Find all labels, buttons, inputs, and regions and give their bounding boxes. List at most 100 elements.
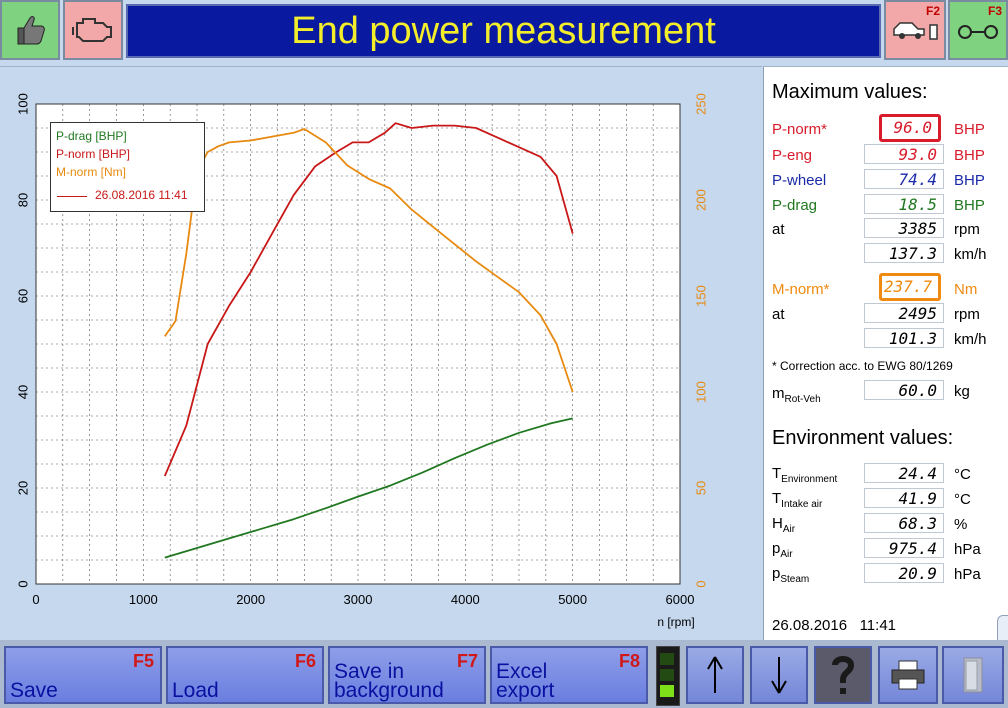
unit-h-air: %	[954, 516, 968, 533]
exit-button[interactable]	[942, 646, 1004, 704]
door-icon	[963, 657, 983, 693]
unit-p-eng: BHP	[954, 147, 985, 164]
label-h-air-main: H	[772, 515, 783, 532]
value-m-norm: 237.7	[879, 273, 941, 301]
y-right-tick-label: 250	[693, 93, 708, 115]
label-h-air-sub: Air	[782, 524, 796, 535]
env-values-title: Environment values:	[772, 427, 954, 449]
help-button[interactable]	[814, 646, 872, 704]
label-t-intake-sub: Intake air	[781, 499, 823, 510]
load-button-key: F6	[294, 651, 316, 671]
excel-export-key: F8	[618, 651, 640, 671]
y-left-tick-label: 80	[15, 193, 30, 207]
x-tick-label: 2000	[236, 592, 265, 607]
thumbs-up-button[interactable]	[0, 0, 60, 60]
roller-icon	[958, 25, 998, 39]
x-tick-label: 6000	[666, 592, 695, 607]
y-left-tick-label: 20	[15, 481, 30, 495]
label-p-norm: P-norm*	[772, 121, 828, 138]
label-t-environment-main: T	[772, 465, 782, 482]
value-p-drag: 18.5	[864, 194, 944, 214]
x-tick-label: 4000	[451, 592, 480, 607]
unit-rpm-torque: rpm	[954, 306, 980, 323]
unit-kmh-torque: km/h	[954, 331, 987, 348]
engine-button[interactable]	[63, 0, 123, 60]
legend-entry-p-drag: P-drag [BHP]	[56, 129, 127, 143]
label-h-air: HAir	[772, 515, 795, 535]
y-left-tick-label: 0	[15, 580, 30, 587]
series-line-m-norm-nm	[164, 128, 574, 393]
value-max-power-speed: 137.3	[864, 243, 944, 263]
printer-icon	[891, 660, 925, 690]
excel-export-label: Excel export	[496, 660, 555, 702]
unit-p-norm: BHP	[954, 121, 985, 138]
value-max-power-rpm: 3385	[864, 218, 944, 238]
value-p-eng: 93.0	[864, 144, 944, 164]
save-button-key: F5	[132, 651, 154, 671]
value-mass: 60.0	[864, 380, 944, 400]
label-p-air-main: p	[772, 540, 781, 557]
scroll-up-button[interactable]	[686, 646, 744, 704]
f3-key-label: F3	[987, 4, 1002, 18]
save-in-background-button[interactable]: Save in background F7	[328, 646, 486, 704]
engine-icon	[72, 18, 112, 42]
value-p-steam: 20.9	[864, 563, 944, 583]
label-p-steam-main: p	[772, 565, 781, 582]
label-p-eng: P-eng	[772, 147, 813, 164]
dyno-car-icon	[893, 22, 938, 40]
unit-rpm: rpm	[954, 221, 980, 238]
value-max-torque-speed: 101.3	[864, 328, 944, 348]
load-button-label: Load	[172, 679, 219, 702]
bottom-toolbar: Save F5 Load F6 Save in background F7 Ex…	[0, 640, 1008, 708]
arrow-down-icon	[771, 657, 787, 694]
value-max-torque-rpm: 2495	[864, 303, 944, 323]
print-button[interactable]	[878, 646, 938, 704]
y-right-tick-label: 200	[693, 189, 708, 211]
save-button[interactable]: Save F5	[4, 646, 162, 704]
unit-nm: Nm	[954, 281, 978, 298]
legend-entry-m-norm: M-norm [Nm]	[56, 165, 126, 179]
values-panel: Maximum values: P-norm* 96.0 BHP P-eng 9…	[763, 66, 1008, 651]
unit-kg: kg	[954, 383, 970, 400]
label-p-steam: pSteam	[772, 565, 809, 585]
legend-entry-p-norm: P-norm [BHP]	[56, 147, 131, 161]
label-p-steam-sub: Steam	[780, 574, 810, 585]
value-t-environment: 24.4	[864, 463, 944, 483]
x-tick-label: 5000	[558, 592, 587, 607]
unit-p-air: hPa	[954, 541, 981, 558]
value-p-norm: 96.0	[879, 114, 941, 142]
label-m-norm: M-norm*	[772, 281, 830, 298]
y-left-tick-label: 60	[15, 289, 30, 303]
unit-t-intake: °C	[954, 491, 971, 508]
label-t-intake-main: T	[772, 490, 782, 507]
load-button[interactable]: Load F6	[166, 646, 324, 704]
series-line-p-drag-bhp	[164, 417, 573, 559]
label-t-environment: TEnvironment	[772, 465, 837, 485]
save-button-label: Save	[10, 679, 58, 702]
label-t-intake: TIntake air	[772, 490, 822, 510]
legend-date: 26.08.2016 11:41	[95, 188, 188, 202]
series-line-p-norm-bhp	[163, 122, 574, 477]
value-t-intake: 41.9	[864, 488, 944, 508]
f2-key-label: F2	[925, 4, 940, 18]
y-right-tick-label: 50	[693, 481, 708, 495]
timestamp: 26.08.2016 11:41	[772, 617, 896, 634]
unit-p-drag: BHP	[954, 197, 985, 214]
excel-export-button[interactable]: Excel export F8	[490, 646, 648, 704]
thumbs-up-icon	[17, 16, 45, 45]
value-h-air: 68.3	[864, 513, 944, 533]
y-right-tick-label: 150	[693, 285, 708, 307]
unit-t-environment: °C	[954, 466, 971, 483]
scroll-down-button[interactable]	[750, 646, 808, 704]
save-in-background-key: F7	[456, 651, 478, 671]
chart-legend: P-drag [BHP] P-norm [BHP] M-norm [Nm] 26…	[50, 122, 205, 212]
arrow-up-icon	[707, 656, 723, 693]
y-right-tick-label: 0	[693, 580, 708, 587]
label-p-drag: P-drag	[772, 197, 818, 214]
f2-button[interactable]: F2	[884, 0, 946, 60]
f3-button[interactable]: F3	[948, 0, 1008, 60]
label-mass: mRot-Veh	[772, 385, 821, 405]
unit-p-steam: hPa	[954, 566, 981, 583]
label-p-wheel: P-wheel	[772, 172, 827, 189]
label-t-environment-sub: Environment	[781, 474, 838, 485]
